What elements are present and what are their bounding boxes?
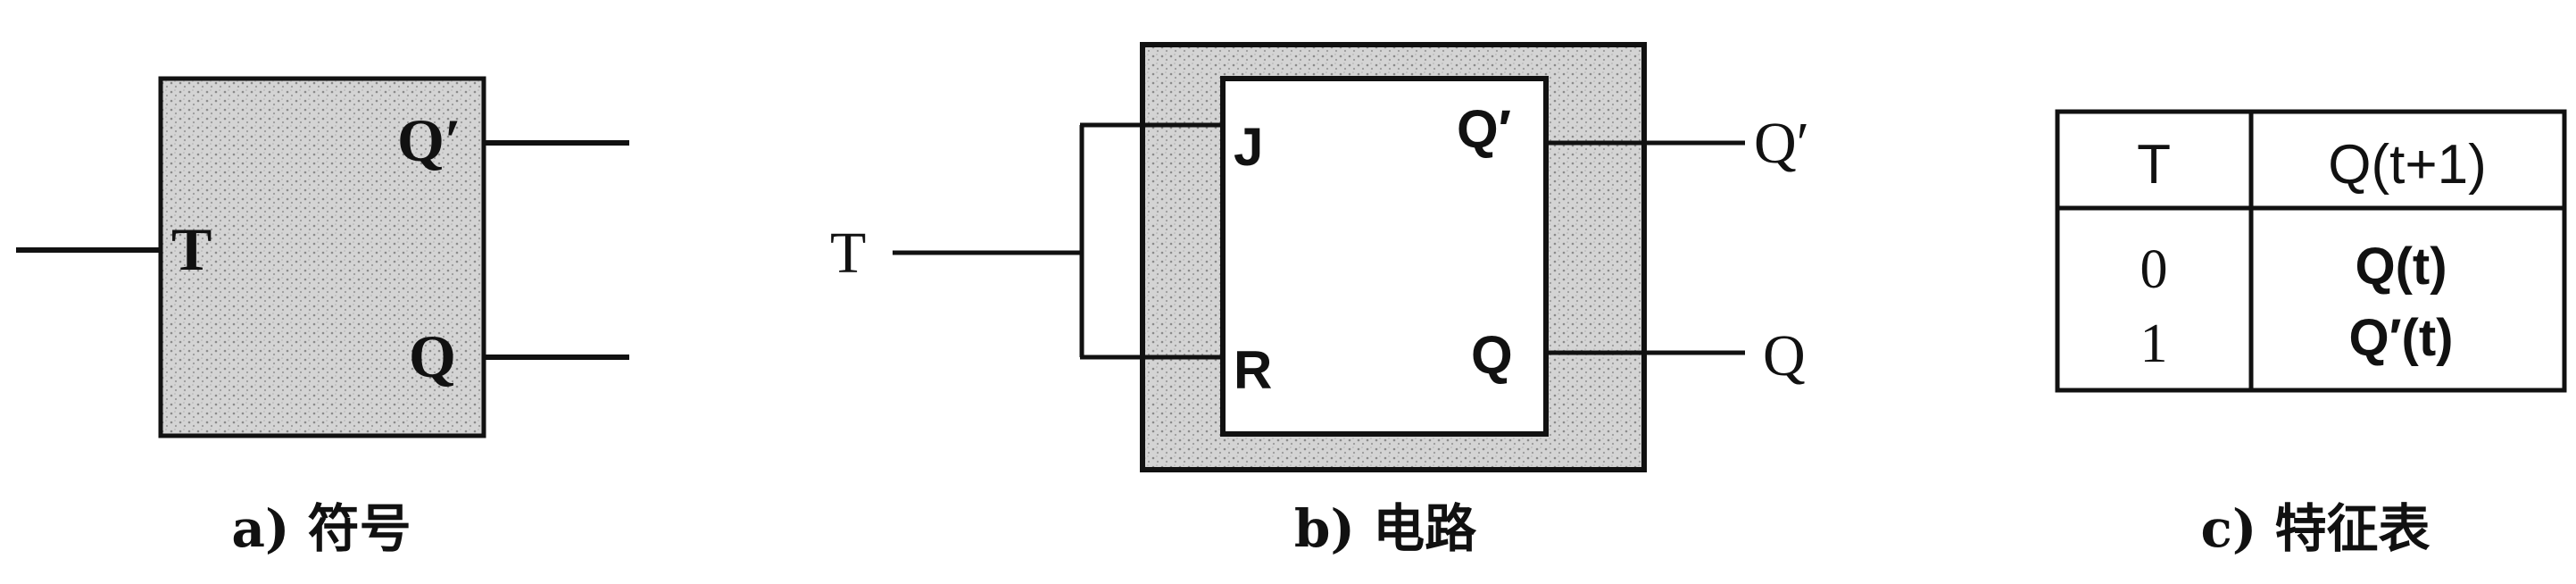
table-header-t: T	[2137, 134, 2171, 196]
table-row1-next-state: Q′(t)	[2349, 309, 2454, 367]
circuit-pin-q-label: Q	[1471, 325, 1513, 385]
circuit-pin-q-prime-label: Q′	[1457, 99, 1511, 159]
jk-flipflop-inner-box	[1220, 76, 1549, 437]
table-caption: c) 特征表	[2201, 498, 2431, 559]
table-row1-t: 1	[2140, 313, 2168, 374]
circuit-caption: b) 电路	[1294, 498, 1477, 559]
characteristic-table-panel: T Q(t+1) 0 Q(t) 1 Q′(t) c) 特征表	[2055, 109, 2567, 559]
t-flipflop-symbol-box	[158, 76, 486, 438]
symbol-q-label: Q	[409, 322, 456, 390]
table-row0-next-state: Q(t)	[2355, 238, 2447, 296]
symbol-panel: T Q′ Q a) 符号	[16, 76, 629, 559]
table-header-next-state: Q(t+1)	[2328, 134, 2486, 196]
circuit-pin-r-label: R	[1234, 340, 1272, 400]
table-row0-t: 0	[2140, 239, 2168, 300]
circuit-pin-j-label: J	[1234, 117, 1263, 177]
symbol-caption: a) 符号	[231, 498, 411, 559]
characteristic-table-frame	[2055, 109, 2567, 393]
symbol-input-t-label: T	[171, 215, 212, 283]
circuit-output-q-prime-label: Q′	[1754, 111, 1809, 176]
circuit-panel: T J R Q′ Q Q′ Q b) 电路	[830, 42, 1809, 559]
symbol-q-prime-label: Q′	[397, 106, 461, 174]
circuit-output-q-label: Q	[1763, 323, 1806, 388]
circuit-input-t-label: T	[830, 221, 866, 286]
